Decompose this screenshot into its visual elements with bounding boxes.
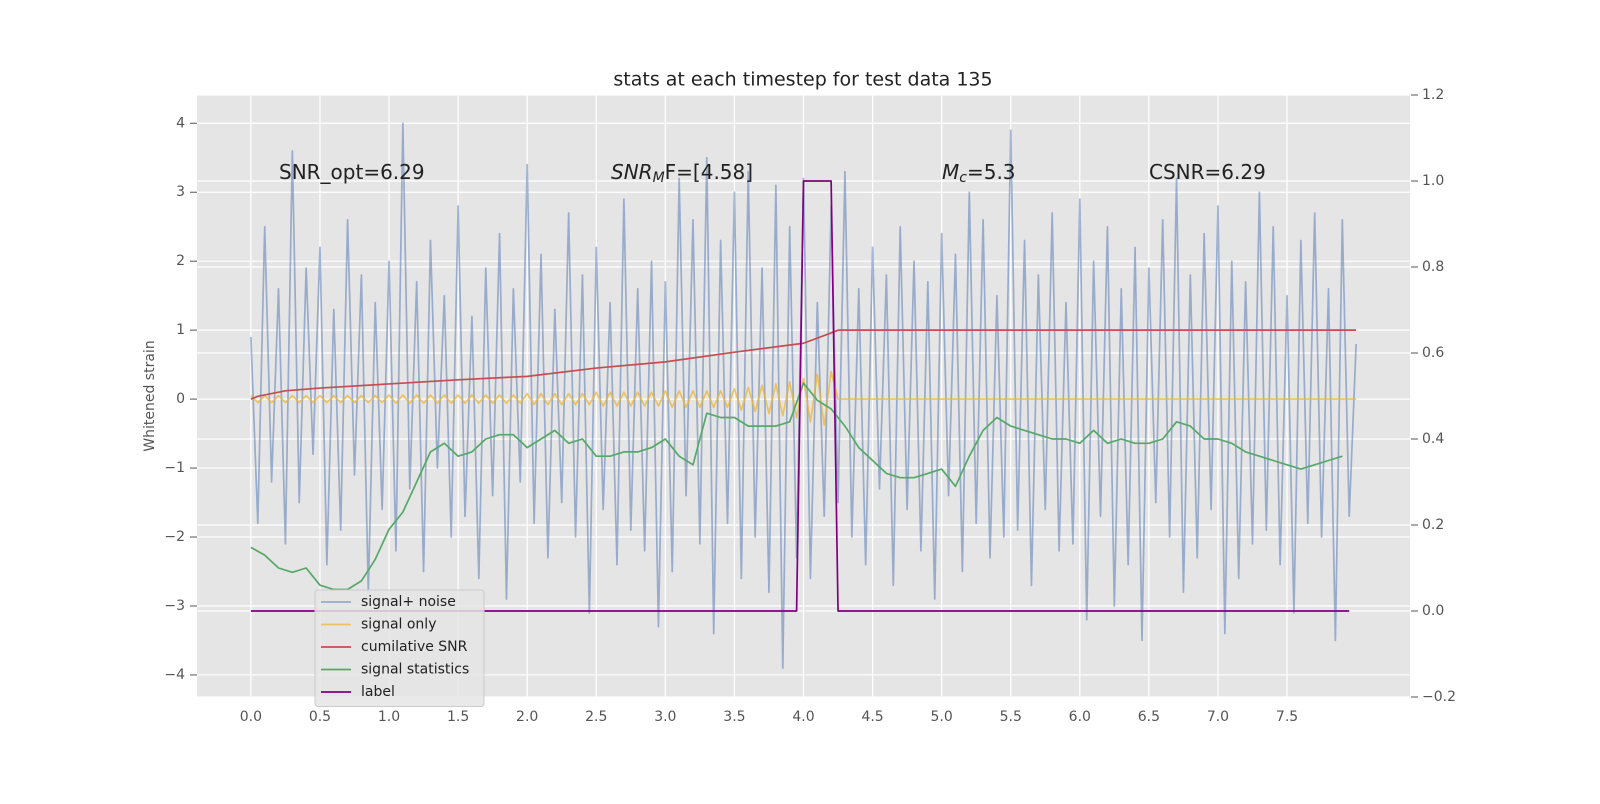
y-tick-label: 3 — [176, 184, 185, 200]
y-tick-label: −2 — [164, 529, 185, 545]
x-tick-label: 7.5 — [1276, 709, 1298, 725]
x-tick-label: 4.0 — [792, 709, 814, 725]
y-axis-label: Whitened strain — [142, 340, 158, 451]
y-tick-label: −4 — [164, 667, 185, 683]
legend-label: signal+ noise — [361, 594, 456, 610]
y2-tick-label: −0.2 — [1422, 689, 1456, 705]
y2-tick-label: 1.2 — [1422, 87, 1444, 103]
y2-tick-label: 0.8 — [1422, 259, 1444, 275]
x-tick-label: 3.5 — [723, 709, 745, 725]
series-line — [250, 180, 1350, 612]
x-tick-label: 3.0 — [654, 709, 676, 725]
y2-tick-label: 0.4 — [1422, 431, 1444, 447]
x-tick-label: 1.0 — [378, 709, 400, 725]
y-tick-label: −1 — [164, 460, 185, 476]
y2-tick-label: 0.6 — [1422, 345, 1444, 361]
x-tick-label: 2.5 — [585, 709, 607, 725]
legend-box — [314, 589, 485, 707]
y2-tick-label: 0.2 — [1422, 517, 1444, 533]
annotation-part: M — [653, 170, 665, 186]
x-tick-label: 7.0 — [1207, 709, 1229, 725]
legend-label: signal statistics — [361, 662, 469, 678]
x-tick-label: 1.5 — [447, 709, 469, 725]
legend-label: label — [361, 684, 395, 700]
annotation-part: F=[4.58] — [665, 160, 753, 184]
annotation-part: SNR_opt=6.29 — [279, 160, 425, 184]
annotation-part: =5.3 — [967, 160, 1016, 184]
plot-lines — [250, 122, 1357, 669]
y2-tick-label: 0.0 — [1422, 603, 1444, 619]
x-tick-label: 4.5 — [861, 709, 883, 725]
series-line — [250, 329, 1357, 400]
y-tick-label: 2 — [176, 253, 185, 269]
x-tick-label: 0.5 — [309, 709, 331, 725]
x-tick-label: 0.0 — [240, 709, 262, 725]
annotation: Mc=5.3 — [942, 160, 1016, 187]
annotation-part: SNR — [611, 160, 653, 184]
series-line — [250, 122, 1357, 669]
y-tick-label: 0 — [176, 391, 185, 407]
legend-label: cumilative SNR — [361, 639, 468, 655]
annotation-part: c — [959, 170, 967, 186]
x-tick-label: 2.0 — [516, 709, 538, 725]
series-line — [250, 370, 1357, 427]
series-line — [250, 382, 1343, 591]
x-tick-label: 6.0 — [1069, 709, 1091, 725]
annotation: SNR_opt=6.29 — [279, 160, 425, 184]
annotation-part: CSNR=6.29 — [1149, 160, 1266, 184]
x-tick-label: 5.0 — [931, 709, 953, 725]
x-tick-label: 6.5 — [1138, 709, 1160, 725]
annotation-part: M — [942, 160, 959, 184]
y-tick-label: 4 — [176, 115, 185, 131]
annotation: CSNR=6.29 — [1149, 160, 1266, 184]
chart-title: stats at each timestep for test data 135 — [613, 69, 992, 91]
x-tick-label: 5.5 — [1000, 709, 1022, 725]
legend-label: signal only — [361, 617, 436, 633]
annotation: SNRMF=[4.58] — [611, 160, 753, 187]
y-tick-label: 1 — [176, 322, 185, 338]
y2-tick-label: 1.0 — [1422, 173, 1444, 189]
y-tick-label: −3 — [164, 598, 185, 614]
